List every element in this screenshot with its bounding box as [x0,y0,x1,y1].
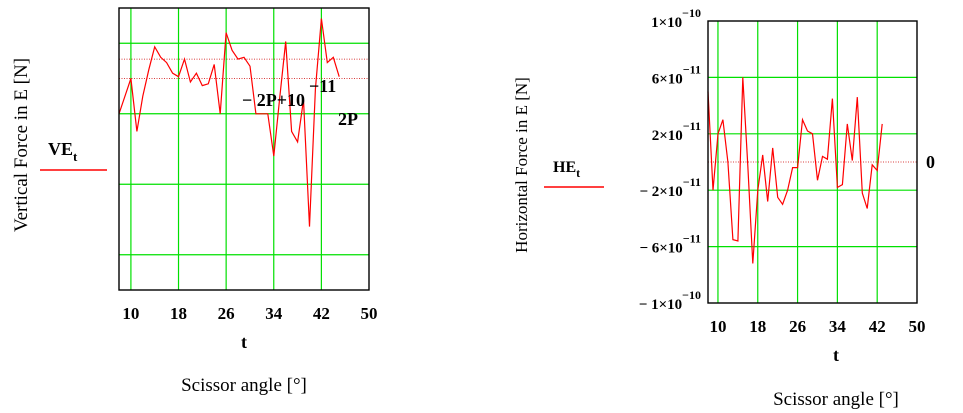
x-tick-label: 42 [869,317,886,336]
x-tick-label: 50 [909,317,926,336]
left-x-tick-labels: 10 18 26 34 42 50 [122,304,377,323]
right-legend-main: HE [553,159,576,176]
left-annotation-lower: 2P [338,109,358,129]
x-tick-label: 34 [265,304,283,323]
left-annotation-upper: − 2P+10−11 [242,76,336,110]
y-tick-label: 1×10−10 [651,6,701,31]
right-annotation-zero: 0 [926,152,935,172]
left-legend-sub: t [73,149,78,164]
right-legend: HEt [544,159,604,188]
chart-right: Horizontal Force in E [N] HEt 1×10−106×1… [512,6,935,410]
right-x-tick-labels: 10 18 26 34 42 50 [709,317,925,336]
x-tick-label: 18 [170,304,187,323]
right-legend-sub: t [576,166,580,180]
svg-text:VEt: VEt [48,139,78,164]
right-plot-frame [707,20,918,304]
x-tick-label: 10 [122,304,139,323]
left-x-variable: t [241,332,247,352]
left-series-line [118,18,340,227]
right-series-line [707,77,883,264]
x-tick-label: 42 [313,304,330,323]
x-tick-label: 26 [218,304,235,323]
y-tick-label: − 2×10−11 [639,175,701,200]
x-tick-label: 34 [829,317,847,336]
y-tick-label: − 1×10−10 [639,288,701,313]
x-tick-label: 18 [749,317,766,336]
y-tick-label: − 6×10−11 [639,232,701,257]
right-y-axis-title: Horizontal Force in E [N] [512,77,531,253]
left-y-axis-title: Vertical Force in E [N] [11,58,32,232]
x-tick-label: 50 [361,304,378,323]
x-tick-label: 10 [709,317,726,336]
left-plot-frame [118,7,370,291]
right-x-axis-title: Scissor angle [°] [773,389,899,410]
left-x-axis-title: Scissor angle [°] [181,375,307,396]
left-grid [119,8,369,290]
svg-text:HEt: HEt [553,159,580,180]
chart-left: Vertical Force in E [N] VEt − 2P+10−11 2… [11,7,378,396]
y-tick-label: 6×10−11 [652,62,701,87]
x-tick-label: 26 [789,317,806,336]
right-y-tick-labels: 1×10−10 6×10−11 2×10−11 − 2×10−11 − 6×10−11 −… [639,6,701,313]
right-x-variable: t [833,345,839,365]
left-legend-main: VE [48,139,73,159]
left-legend: VEt [40,139,107,171]
y-tick-label: 2×10−11 [652,119,701,144]
